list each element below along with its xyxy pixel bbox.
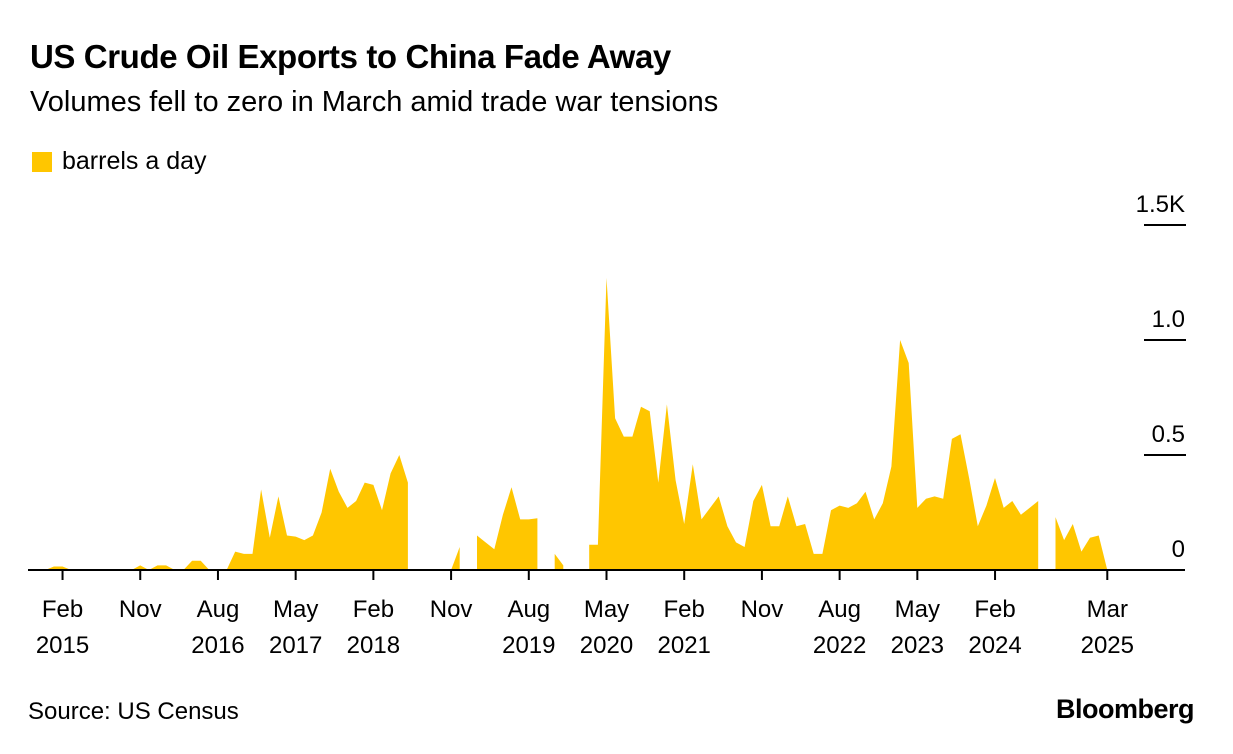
x-tick-year-label: 2020 bbox=[580, 632, 633, 659]
y-tick-label: 1.0 bbox=[1152, 306, 1185, 333]
x-tick-year-label: 2021 bbox=[658, 632, 711, 659]
x-tick-label: Nov bbox=[430, 596, 473, 623]
chart-title: US Crude Oil Exports to China Fade Away bbox=[30, 38, 671, 75]
x-tick-label: Feb bbox=[42, 596, 83, 623]
area-segment bbox=[589, 277, 1039, 570]
x-tick-label: Aug bbox=[507, 596, 550, 623]
x-tick-label: May bbox=[584, 596, 629, 623]
chart-subtitle: Volumes fell to zero in March amid trade… bbox=[30, 86, 719, 118]
legend-swatch bbox=[32, 151, 52, 172]
y-tick-label: 0 bbox=[1172, 536, 1185, 563]
area-segment bbox=[477, 487, 538, 570]
legend: barrels a day bbox=[32, 147, 207, 176]
y-gridlines: 0 0.5 1.0 1.5K bbox=[1136, 191, 1186, 563]
series-area bbox=[28, 277, 1185, 570]
x-tick-label: Feb bbox=[353, 596, 394, 623]
x-tick-year-label: 2024 bbox=[968, 632, 1021, 659]
x-tick-year-label: 2023 bbox=[891, 632, 944, 659]
source-note: Source: US Census bbox=[28, 698, 239, 725]
x-tick-label: Aug bbox=[818, 596, 861, 623]
x-tick-label: Feb bbox=[664, 596, 705, 623]
area-segment bbox=[1055, 517, 1185, 570]
x-tick-label: Mar bbox=[1087, 596, 1128, 623]
y-tick-label: 1.5K bbox=[1136, 191, 1185, 218]
x-tick-year-label: 2022 bbox=[813, 632, 866, 659]
x-tick-label: Aug bbox=[197, 596, 240, 623]
x-tick-label: May bbox=[273, 596, 318, 623]
x-tick-label: Nov bbox=[119, 596, 162, 623]
x-tick-year-label: 2015 bbox=[36, 632, 89, 659]
x-tick-year-label: 2019 bbox=[502, 632, 555, 659]
x-tick-year-label: 2025 bbox=[1081, 632, 1134, 659]
bloomberg-logo: Bloomberg bbox=[1055, 694, 1195, 724]
x-tick-year-label: 2016 bbox=[191, 632, 244, 659]
y-tick-label: 0.5 bbox=[1152, 421, 1185, 448]
area-segment bbox=[451, 547, 460, 570]
x-tick-label: Feb bbox=[974, 596, 1015, 623]
area-segment bbox=[554, 553, 564, 570]
x-tick-year-label: 2018 bbox=[347, 632, 400, 659]
x-axis: Feb 2015 Nov Aug 2016 May 2017 Feb 2018 Nov Aug 201… bbox=[28, 569, 1185, 659]
x-tick-label: May bbox=[895, 596, 940, 623]
area-segment bbox=[28, 455, 408, 570]
x-tick-year-label: 2017 bbox=[269, 632, 322, 659]
legend-label: barrels a day bbox=[62, 147, 207, 175]
x-tick-label: Nov bbox=[741, 596, 784, 623]
